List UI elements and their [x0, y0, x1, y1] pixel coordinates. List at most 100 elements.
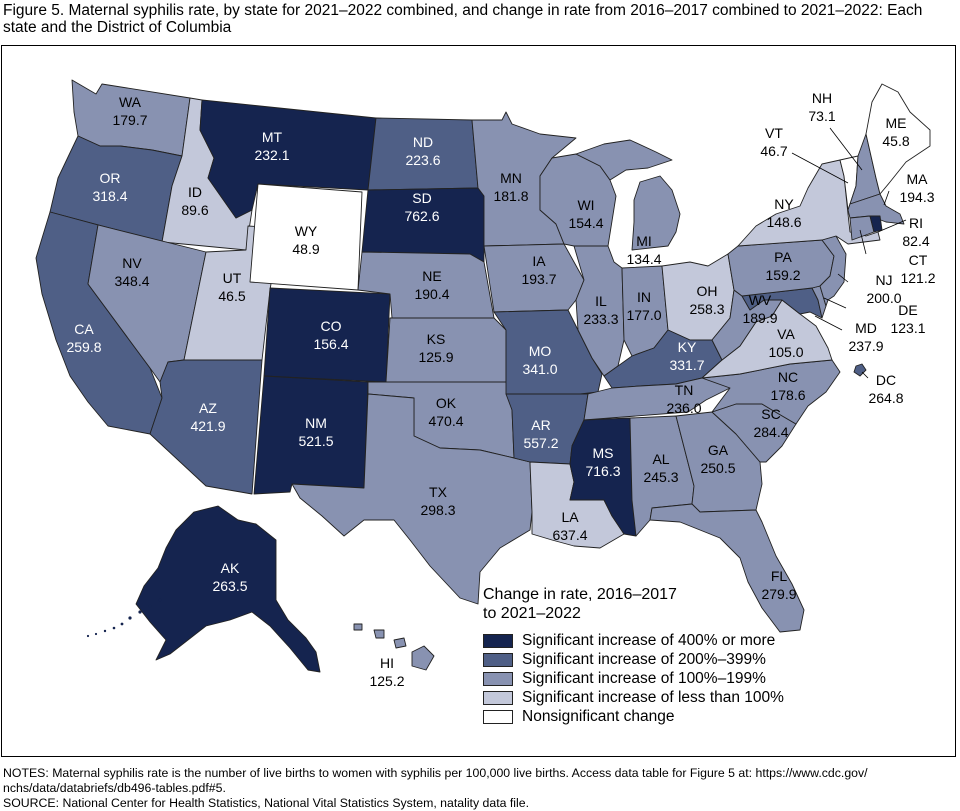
state-label-or: OR	[100, 170, 121, 186]
state-label-wi: WI	[577, 197, 594, 213]
legend-label: Nonsignificant change	[522, 707, 675, 725]
state-label-ne: NE	[422, 268, 441, 284]
state-label-in: IN	[637, 289, 651, 305]
state-label-wa: WA	[119, 94, 142, 110]
legend-swatch	[483, 652, 513, 667]
state-shape-mi-up[interactable]	[575, 139, 673, 181]
state-label-co: CO	[321, 318, 342, 334]
state-label-ms: MS	[593, 445, 614, 461]
state-rate-sc: 284.4	[753, 424, 788, 440]
state-label-dc: DC	[876, 372, 896, 388]
state-rate-ma: 194.3	[899, 189, 934, 205]
state-rate-nm: 521.5	[298, 433, 333, 449]
figure-title: Figure 5. Maternal syphilis rate, by sta…	[3, 2, 923, 36]
notes-line1: NOTES: Maternal syphilis rate is the num…	[3, 766, 868, 780]
state-rate-nc: 178.6	[770, 387, 805, 403]
state-label-mi: MI	[636, 233, 652, 249]
state-rate-ia: 193.7	[521, 271, 556, 287]
state-labels: WA 179.7 OR 318.4 CA 259.8 ID 89.6 NV 348.4 MT 232.…	[66, 90, 935, 689]
state-rate-oh: 258.3	[689, 301, 724, 317]
state-label-nd: ND	[413, 134, 433, 150]
state-rate-az: 421.9	[190, 418, 225, 434]
legend-label: Significant increase of less than 100%	[522, 688, 784, 706]
state-shape-mo[interactable]	[493, 309, 603, 395]
state-label-ny: NY	[774, 196, 794, 212]
state-rate-id: 89.6	[181, 202, 208, 218]
legend-label: Significant increase of 200%–399%	[522, 650, 766, 668]
state-shape-hi-maui[interactable]	[393, 637, 407, 649]
state-label-ky: KY	[678, 339, 697, 355]
state-rate-nv: 348.4	[114, 273, 149, 289]
state-label-md: MD	[855, 320, 877, 336]
state-shape-mi[interactable]	[631, 175, 681, 251]
legend-title-line2: to 2021–2022	[483, 605, 581, 622]
state-label-nh: NH	[812, 90, 832, 106]
legend-swatch	[483, 709, 513, 724]
state-label-wy: WY	[295, 223, 318, 239]
legend-label: Significant increase of 400% or more	[522, 631, 776, 649]
state-shape-fl[interactable]	[649, 503, 805, 633]
state-rate-ky: 331.7	[669, 357, 704, 373]
state-label-oh: OH	[697, 283, 718, 299]
source-line: SOURCE: National Center for Health Stati…	[3, 796, 530, 810]
state-rate-ms: 716.3	[585, 463, 620, 479]
state-rate-tx: 298.3	[420, 502, 455, 518]
state-rate-fl: 279.9	[761, 586, 796, 602]
state-label-hi: HI	[380, 655, 394, 671]
state-label-ri: RI	[909, 215, 923, 231]
state-shape-co[interactable]	[263, 287, 391, 383]
state-shape-hi-big[interactable]	[411, 645, 435, 671]
state-rate-ut: 46.5	[218, 288, 245, 304]
state-rate-nj: 200.0	[866, 290, 901, 306]
state-label-ga: GA	[708, 442, 729, 458]
state-rate-il: 233.3	[583, 311, 618, 327]
state-rate-wa: 179.7	[112, 112, 147, 128]
legend-swatch	[483, 671, 513, 686]
state-rate-mi: 134.4	[626, 251, 661, 267]
state-label-wv: WV	[749, 292, 772, 308]
state-label-nj: NJ	[875, 272, 892, 288]
state-rate-ks: 125.9	[418, 349, 453, 365]
state-label-nm: NM	[305, 415, 327, 431]
legend-label: Significant increase of 100%–199%	[522, 669, 766, 687]
state-rate-ak: 263.5	[212, 578, 247, 594]
state-rate-ct: 121.2	[900, 270, 935, 286]
state-shape-ak[interactable]	[135, 505, 321, 673]
state-rate-in: 177.0	[626, 307, 661, 323]
state-label-vt: VT	[765, 125, 783, 141]
state-rate-tn: 236.0	[666, 400, 701, 416]
state-label-nv: NV	[122, 255, 142, 271]
state-label-ut: UT	[223, 270, 242, 286]
state-rate-la: 637.4	[552, 527, 587, 543]
state-shape-me[interactable]	[865, 83, 931, 195]
state-rate-dc: 264.8	[868, 390, 903, 406]
notes: NOTES: Maternal syphilis rate is the num…	[3, 766, 953, 811]
leader-lines	[791, 127, 907, 379]
state-shape-tx[interactable]	[291, 393, 533, 605]
state-rate-ca: 259.8	[66, 339, 101, 355]
state-label-va: VA	[777, 326, 795, 342]
state-shape-az[interactable]	[149, 359, 263, 495]
state-label-tn: TN	[675, 382, 694, 398]
state-shape-wi[interactable]	[539, 153, 617, 247]
state-rate-nd: 223.6	[405, 152, 440, 168]
state-label-ca: CA	[74, 321, 94, 337]
state-shape-hi-oahu[interactable]	[373, 629, 385, 639]
legend-title-line1: Change in rate, 2016–2017	[483, 586, 677, 603]
state-label-sd: SD	[412, 190, 431, 206]
legend-item: Nonsignificant change	[483, 707, 843, 726]
legend-item: Significant increase of 100%–199%	[483, 669, 843, 688]
state-label-ak: AK	[221, 560, 240, 576]
state-rate-va: 105.0	[768, 344, 803, 360]
state-rate-ga: 250.5	[700, 460, 735, 476]
state-label-mt: MT	[262, 129, 283, 145]
legend-item: Significant increase of 400% or more	[483, 631, 843, 650]
state-shape-hi-kauai[interactable]	[353, 623, 363, 631]
state-label-ks: KS	[427, 331, 446, 347]
state-label-il: IL	[595, 293, 607, 309]
legend: Change in rate, 2016–2017 to 2021–2022 S…	[483, 585, 843, 726]
state-label-mn: MN	[500, 170, 522, 186]
state-label-de: DE	[898, 302, 917, 318]
map-frame	[1, 45, 956, 757]
notes-line2: nchs/data/databriefs/db496-tables.pdf#5.	[3, 781, 226, 795]
